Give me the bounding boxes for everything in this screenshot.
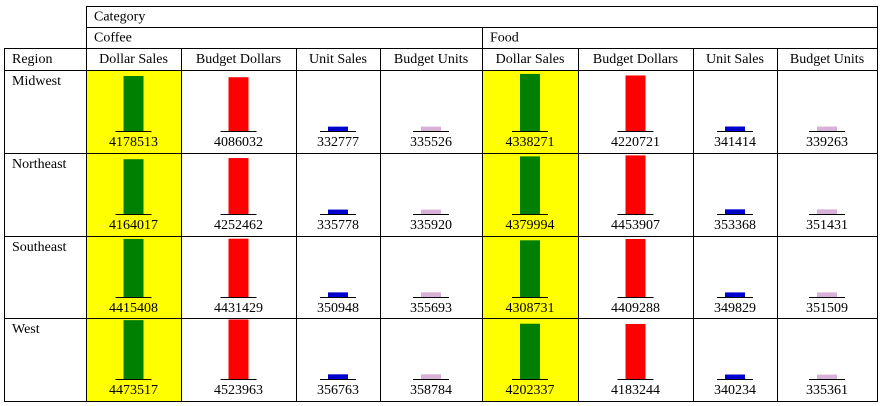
bar [625, 75, 646, 131]
value-label: 4473517 [109, 383, 158, 398]
region-header: Region [12, 52, 52, 67]
bar [625, 323, 646, 379]
value-label: 349829 [714, 301, 756, 316]
column-header: Budget Units [790, 52, 864, 67]
bar [817, 126, 837, 131]
group-cell [482, 27, 878, 49]
header-title: Category [94, 10, 145, 25]
region-label: Southeast [12, 240, 67, 255]
bar [520, 156, 540, 214]
column-header: Budget Dollars [593, 52, 678, 67]
value-label: 4431429 [214, 301, 263, 316]
bar [520, 73, 540, 131]
bar [123, 159, 144, 214]
bar [725, 292, 745, 297]
column-header: Unit Sales [309, 52, 367, 67]
bar [228, 77, 249, 131]
bar [228, 158, 249, 214]
bar [520, 323, 540, 379]
value-label: 4086032 [214, 135, 263, 150]
column-header: Budget Units [394, 52, 468, 67]
value-label: 4164017 [109, 218, 158, 233]
bar [817, 209, 837, 214]
value-label: 355693 [410, 301, 452, 316]
bar [421, 292, 441, 297]
bar [625, 155, 646, 214]
bar [421, 374, 441, 379]
bar [123, 238, 144, 297]
value-label: 4338271 [506, 135, 555, 150]
bar [625, 238, 646, 297]
value-label: 339263 [806, 135, 848, 150]
value-label: 340234 [714, 383, 756, 398]
region-label: West [12, 322, 40, 337]
value-label: 356763 [317, 383, 359, 398]
data-cell [777, 318, 878, 402]
group-cell [86, 27, 483, 49]
region-label: Midwest [12, 74, 61, 89]
value-label: 335778 [317, 218, 359, 233]
bar [228, 238, 249, 297]
bar [520, 240, 540, 297]
group-label: Coffee [94, 31, 132, 46]
value-label: 351509 [806, 301, 848, 316]
bar [421, 126, 441, 131]
region-label: Northeast [12, 157, 67, 172]
bar [328, 292, 348, 297]
bar [725, 374, 745, 379]
bar [228, 319, 249, 379]
column-header: Unit Sales [706, 52, 764, 67]
value-label: 4415408 [109, 301, 158, 316]
value-label: 335526 [410, 135, 452, 150]
value-label: 335920 [410, 218, 452, 233]
column-header: Budget Dollars [196, 52, 281, 67]
value-label: 351431 [806, 218, 848, 233]
value-label: 4453907 [611, 218, 660, 233]
bar [328, 209, 348, 214]
value-label: 4252462 [214, 218, 263, 233]
value-label: 332777 [317, 135, 359, 150]
value-label: 353368 [714, 218, 756, 233]
group-label: Food [490, 31, 519, 46]
value-label: 4178513 [109, 135, 158, 150]
bar [123, 320, 144, 379]
bar [421, 209, 441, 214]
header-cell [86, 6, 878, 28]
bar [328, 126, 348, 131]
value-label: 335361 [806, 383, 848, 398]
value-label: 350948 [317, 301, 359, 316]
bar [328, 374, 348, 379]
column-header: Dollar Sales [496, 52, 565, 67]
value-label: 4308731 [506, 301, 555, 316]
value-label: 4183244 [611, 383, 660, 398]
bar [725, 126, 745, 131]
value-label: 4202337 [506, 383, 555, 398]
value-label: 358784 [410, 383, 452, 398]
bar [123, 76, 144, 131]
bar [817, 292, 837, 297]
bar [817, 374, 837, 379]
value-label: 4379994 [506, 218, 555, 233]
bar [725, 209, 745, 214]
value-label: 4409288 [611, 301, 660, 316]
column-header: Dollar Sales [99, 52, 168, 67]
value-label: 4220721 [611, 135, 660, 150]
value-label: 341414 [714, 135, 756, 150]
value-label: 4523963 [214, 383, 263, 398]
